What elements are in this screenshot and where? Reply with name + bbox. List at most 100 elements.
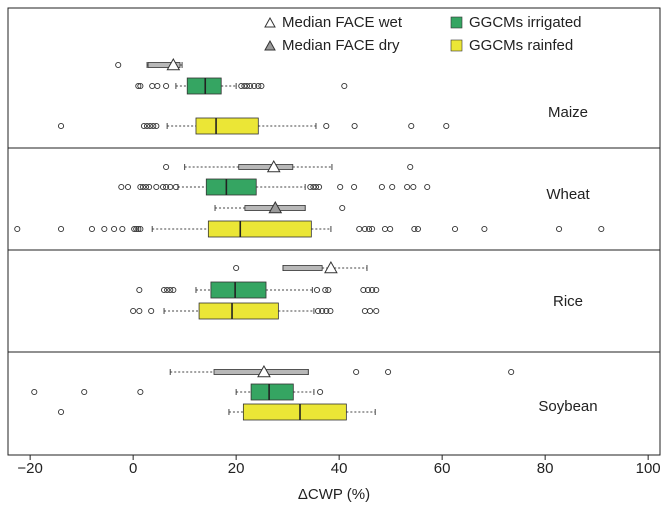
outlier	[407, 163, 414, 171]
outlier	[131, 225, 138, 233]
outlier	[365, 225, 373, 233]
outlier	[351, 183, 358, 191]
outlier	[307, 183, 314, 191]
outlier	[137, 388, 144, 396]
outlier	[135, 82, 142, 90]
outlier	[136, 307, 143, 315]
outlier	[115, 61, 122, 69]
median-marker	[266, 159, 281, 173]
outlier	[408, 122, 415, 130]
outlier	[119, 225, 126, 233]
outlier	[135, 225, 142, 233]
outlier	[130, 307, 137, 315]
legend-marker	[450, 39, 463, 52]
outlier	[451, 225, 459, 233]
median-marker	[268, 200, 283, 214]
outlier	[316, 183, 323, 191]
box	[282, 265, 323, 271]
box	[198, 302, 279, 320]
category-label: Rice	[553, 293, 583, 310]
outlier	[258, 82, 265, 90]
legend-marker	[264, 39, 276, 51]
outlier	[140, 122, 148, 130]
outlier	[411, 225, 418, 233]
outlier	[351, 122, 358, 130]
outlier	[369, 225, 376, 233]
outlier	[381, 225, 389, 233]
outlier	[313, 286, 321, 294]
outlier	[373, 307, 380, 315]
outlier	[150, 122, 157, 130]
outlier	[364, 286, 372, 294]
outlier	[142, 183, 150, 191]
box	[242, 403, 347, 421]
outlier	[146, 183, 153, 191]
outlier	[167, 183, 174, 191]
x-tick-label: 60	[434, 460, 451, 477]
plot-frame	[7, 7, 661, 456]
outlier	[144, 122, 151, 130]
outlier	[118, 183, 125, 191]
outlier	[136, 286, 143, 294]
box	[210, 281, 267, 299]
outlier	[149, 82, 156, 90]
outlier	[310, 183, 317, 191]
outlier	[251, 82, 258, 90]
legend-marker	[450, 16, 463, 29]
outlier	[137, 183, 144, 191]
outlier	[163, 183, 170, 191]
outlier	[154, 82, 161, 90]
outlier	[410, 183, 417, 191]
outlier	[163, 82, 170, 90]
x-tick-label: −20	[17, 460, 42, 477]
outlier	[317, 388, 324, 396]
outlier	[323, 122, 330, 130]
outlier	[353, 368, 360, 376]
outlier	[341, 82, 348, 90]
outlier	[31, 388, 38, 396]
outlier	[481, 225, 488, 233]
outlier	[387, 225, 394, 233]
outlier	[164, 286, 171, 294]
legend-label: Median FACE wet	[282, 14, 403, 31]
box	[250, 383, 294, 401]
outlier	[319, 307, 326, 315]
outlier	[243, 82, 251, 90]
category-label: Maize	[548, 104, 588, 121]
outlier	[339, 204, 346, 212]
median-marker	[257, 364, 271, 378]
legend-label: GGCMs irrigated	[469, 14, 582, 31]
outlier	[443, 122, 450, 130]
outlier	[424, 183, 431, 191]
outlier	[111, 225, 118, 233]
outlier	[147, 122, 154, 130]
box	[195, 117, 259, 135]
outlier	[133, 225, 140, 233]
outlier	[361, 225, 368, 233]
outlier	[241, 82, 248, 90]
outlier	[81, 388, 88, 396]
box	[147, 62, 181, 68]
x-axis-label: ΔCWP (%)	[298, 486, 370, 503]
outlier	[137, 225, 144, 233]
outlier	[172, 183, 179, 191]
outlier	[312, 183, 320, 191]
outlier	[373, 286, 380, 294]
legend-marker	[264, 16, 276, 28]
median-marker	[166, 57, 181, 71]
outlier	[404, 183, 411, 191]
outlier	[327, 307, 334, 315]
outlier	[148, 307, 155, 315]
outlier	[160, 286, 168, 294]
box	[238, 164, 294, 170]
outlier	[57, 122, 65, 130]
outlier	[163, 163, 170, 171]
outlier	[314, 307, 322, 315]
outlier	[322, 286, 329, 294]
outlier	[159, 183, 167, 191]
outlier	[323, 307, 330, 315]
outlier	[361, 307, 368, 315]
outlier	[238, 82, 245, 90]
outlier	[337, 183, 344, 191]
box	[186, 77, 222, 95]
